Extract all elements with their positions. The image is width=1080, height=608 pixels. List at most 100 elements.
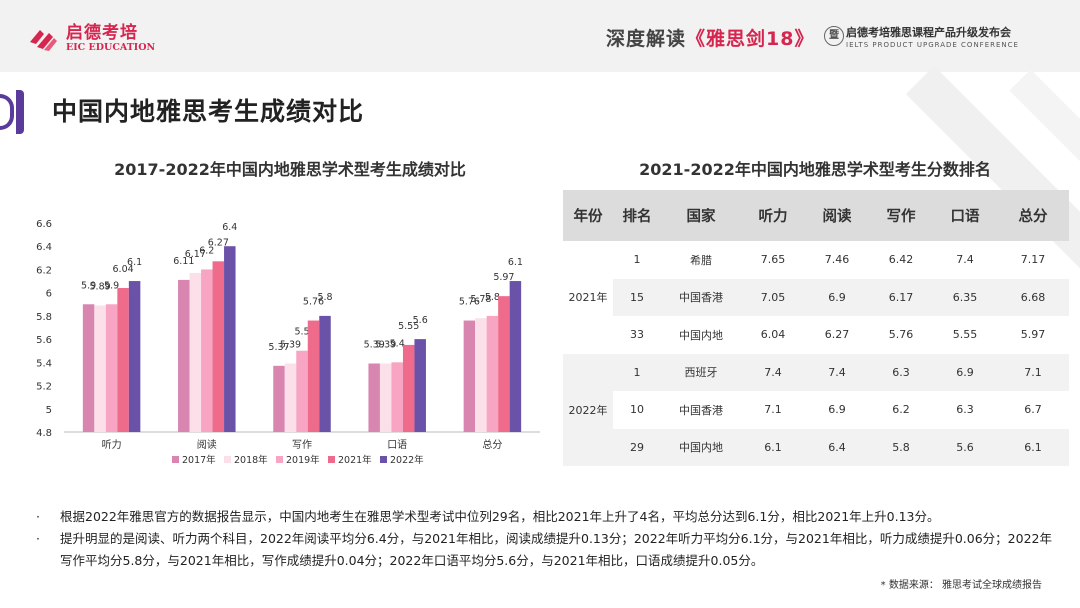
rank-cell: 29 [613, 428, 661, 466]
bar [509, 281, 522, 432]
y-tick-label: 6 [46, 289, 52, 300]
data-label: 5.39 [375, 339, 396, 350]
legend-swatch [380, 456, 387, 463]
data-label: 5.6 [413, 315, 428, 326]
x-tick-label: 总分 [482, 438, 502, 451]
data-label: 5.8 [485, 292, 500, 303]
bullet-text: 提升明显的是阅读、听力两个科目，2022年阅读平均分6.4分，与2021年相比，… [60, 531, 1052, 568]
legend-swatch [276, 456, 283, 463]
bar [486, 315, 499, 432]
x-tick-label: 写作 [292, 439, 312, 451]
y-tick-label: 5.2 [36, 382, 52, 393]
table-header-cell: 总分 [997, 190, 1069, 241]
country-cell: 中国香港 [679, 403, 723, 417]
legend-label: 2017年 [182, 454, 216, 466]
y-tick-label: 5.8 [36, 312, 52, 323]
data-label: 6.17 [185, 249, 206, 260]
reading-cell: 7.46 [824, 253, 850, 267]
summary-bullet: · 根据2022年雅思官方的数据报告显示，中国内地考生在雅思学术型考试中位列29… [36, 506, 1056, 528]
conference-name-cn: 启德考培雅思课程产品升级发布会 [846, 26, 1011, 39]
bar-chart: 4.8 5 5.2 5.4 5.6 5.8 6 6.2 6.4 6.6 5.95.895.9 6.04… [36, 219, 540, 466]
legend-swatch [172, 456, 179, 463]
rank-cell: 1 [613, 353, 661, 391]
country-cell: 希腊 [690, 253, 712, 267]
writing-cell: 6.2 [892, 403, 910, 417]
data-label: 6.4 [222, 222, 237, 233]
legend-label: 2021年 [338, 454, 372, 466]
bar [189, 272, 202, 432]
background-decoration [905, 65, 1080, 269]
data-label: 5.39 [280, 339, 301, 350]
y-tick-label: 5.6 [36, 335, 52, 346]
data-label: 5.76 [459, 297, 480, 308]
y-tick-label: 4.8 [36, 428, 52, 439]
speaking-cell: 6.3 [956, 403, 974, 417]
writing-cell: 5.8 [869, 428, 933, 466]
table-header-cell: 听力 [741, 190, 805, 241]
bar [319, 315, 331, 432]
bar [379, 363, 392, 432]
bar [94, 305, 106, 432]
rank-cell: 10 [630, 403, 644, 417]
bar [105, 304, 118, 432]
x-tick-label: 口语 [387, 439, 407, 451]
data-label: 6.2 [199, 245, 214, 256]
data-label: 6.27 [208, 237, 229, 248]
y-tick-label: 6.2 [36, 265, 52, 276]
year-cell: 2021年 [563, 241, 613, 354]
speaking-cell: 6.9 [933, 353, 997, 391]
bar [475, 318, 487, 432]
brand-logo: 启德考培 EIC EDUCATION [26, 18, 176, 58]
data-label: 5.89 [90, 281, 111, 292]
legend-label: 2019年 [286, 454, 320, 466]
x-tick-label: 听力 [102, 438, 122, 451]
speaking-cell: 7.4 [956, 253, 974, 267]
bar [82, 304, 95, 432]
data-label: 5.37 [268, 342, 289, 353]
bar [368, 363, 380, 432]
data-label: 5.4 [390, 338, 405, 349]
header-title-book: 《雅思剑18》 [686, 28, 815, 50]
data-label: 5.97 [493, 272, 514, 283]
bar [178, 279, 190, 432]
reading-cell: 6.9 [805, 278, 869, 316]
section-marker [0, 90, 24, 134]
writing-cell: 6.3 [869, 353, 933, 391]
legend-label: 2018年 [234, 454, 268, 466]
ranking-table: 年份 排名 国家 听力 阅读 写作 口语 总分 2021年 1 希腊 7.65 … [563, 190, 1069, 466]
overall-cell: 6.1 [997, 428, 1069, 466]
eic-logo-icon [30, 30, 57, 51]
overall-cell: 6.7 [1024, 403, 1042, 417]
speaking-cell: 6.35 [933, 278, 997, 316]
header-bar: 启德考培 EIC EDUCATION 深度解读《雅思剑18》 暨 启德考培雅思课… [0, 0, 1080, 72]
chart-title: 2017-2022年中国内地雅思学术型考生成绩对比 [114, 160, 466, 179]
country-cell: 中国内地 [679, 328, 723, 342]
bullet-marker: · [36, 531, 40, 546]
writing-cell: 6.42 [888, 253, 914, 267]
listening-cell: 6.1 [741, 428, 805, 466]
table-header-cell: 写作 [869, 190, 933, 241]
bar [391, 362, 403, 432]
table-header-cell: 年份 [563, 190, 613, 241]
y-tick-label: 5 [46, 405, 52, 416]
table-row: 10 中国香港 7.1 6.9 6.2 6.3 6.7 [563, 391, 1069, 429]
reading-cell: 7.4 [805, 353, 869, 391]
overall-cell: 7.17 [1020, 253, 1046, 267]
table-row: 15 中国香港 7.05 6.9 6.17 6.35 6.68 [563, 278, 1069, 316]
speaking-cell: 5.6 [933, 428, 997, 466]
table-title: 2021-2022年中国内地雅思学术型考生分数排名 [639, 160, 991, 179]
data-label: 5.78 [470, 294, 491, 305]
listening-cell: 7.4 [741, 353, 805, 391]
bar [224, 246, 236, 432]
data-source-note: * 数据来源： 雅思考试全球成绩报告 [880, 580, 1042, 591]
y-tick-label: 5.4 [36, 358, 52, 369]
legend-swatch [224, 456, 231, 463]
overall-cell: 7.1 [997, 353, 1069, 391]
table-header-cell: 排名 [613, 190, 661, 241]
conference-name-en: IELTS PRODUCT UPGRADE CONFERENCE [846, 41, 1019, 49]
data-label: 5.9 [81, 280, 96, 291]
bar [128, 281, 141, 432]
table-header-cell: 阅读 [805, 190, 869, 241]
header-title: 深度解读《雅思剑18》 [606, 24, 814, 51]
country-cell: 中国内地 [661, 428, 741, 466]
